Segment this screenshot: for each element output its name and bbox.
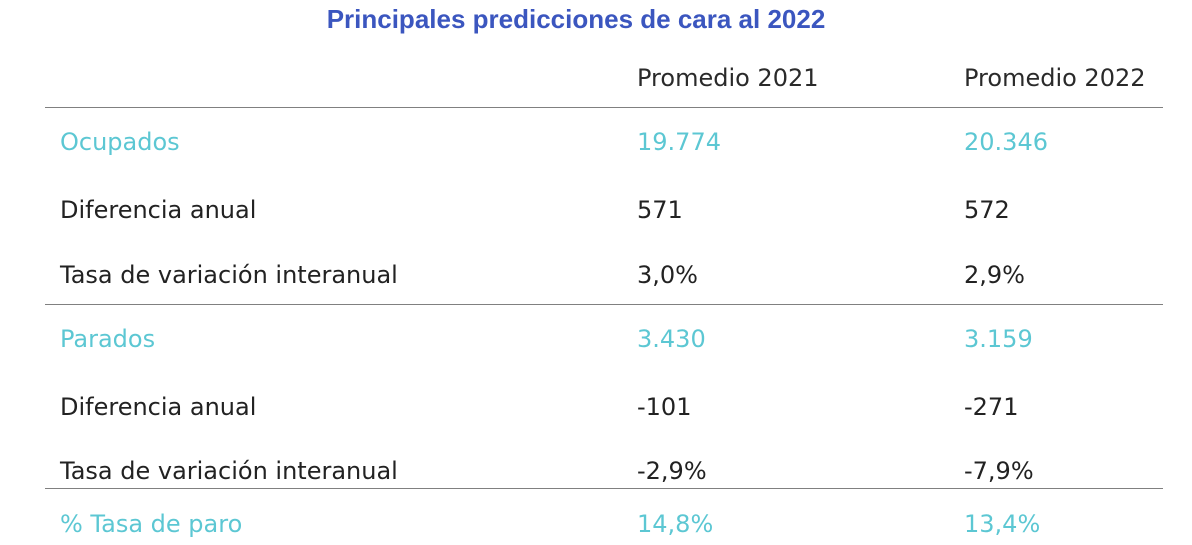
table-cell: 3.159 — [964, 325, 1033, 353]
header-divider — [45, 107, 1163, 108]
row-label: Diferencia anual — [60, 196, 257, 224]
table-cell: 13,4% — [964, 510, 1041, 538]
table-cell: -271 — [964, 393, 1019, 421]
table-cell: 14,8% — [637, 510, 714, 538]
row-label: % Tasa de paro — [60, 510, 243, 538]
table-cell: 2,9% — [964, 261, 1025, 289]
row-label: Tasa de variación interanual — [60, 261, 398, 289]
group-divider-parados — [45, 488, 1163, 489]
table-cell: 572 — [964, 196, 1010, 224]
row-label: Diferencia anual — [60, 393, 257, 421]
column-header-2022: Promedio 2022 — [964, 64, 1146, 92]
table-cell: -7,9% — [964, 457, 1034, 485]
table-cell: -101 — [637, 393, 692, 421]
table-cell: 19.774 — [637, 128, 721, 156]
group-divider-ocupados — [45, 304, 1163, 305]
table-cell: -2,9% — [637, 457, 707, 485]
table-cell: 571 — [637, 196, 683, 224]
row-label: Tasa de variación interanual — [60, 457, 398, 485]
table-title: Principales predicciones de cara al 2022 — [326, 4, 826, 34]
row-label: Parados — [60, 325, 156, 353]
table-cell: 20.346 — [964, 128, 1048, 156]
table-cell: 3,0% — [637, 261, 698, 289]
row-label: Ocupados — [60, 128, 180, 156]
table-cell: 3.430 — [637, 325, 706, 353]
column-header-2021: Promedio 2021 — [637, 64, 819, 92]
